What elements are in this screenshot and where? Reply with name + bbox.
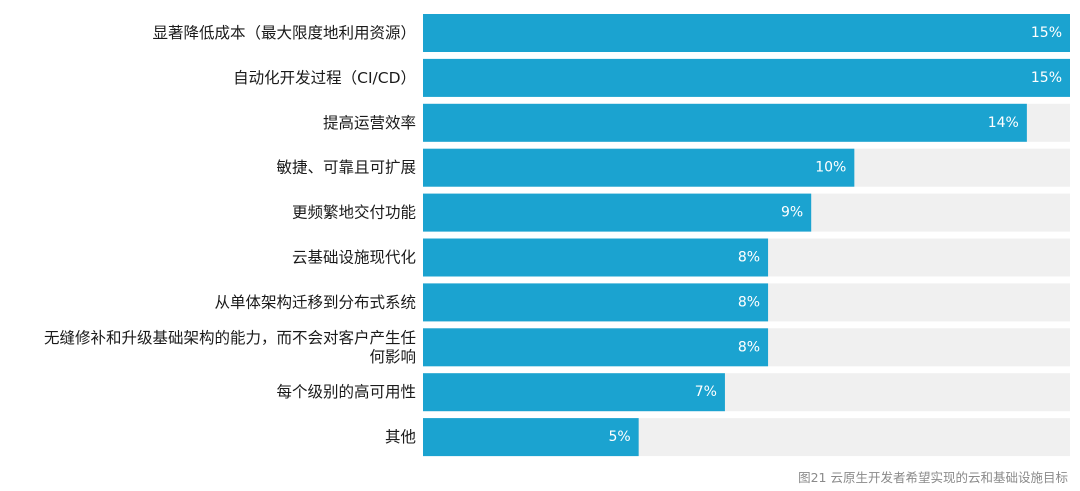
bar-value-label-7: 8% (738, 339, 760, 355)
bar-1 (423, 58, 1070, 97)
bar-0 (423, 14, 1070, 52)
category-label-1: 自动化开发过程（CI/CD） (233, 69, 416, 87)
category-label-7-line-1: 何影响 (369, 348, 416, 366)
bar-value-label-6: 8% (738, 294, 760, 310)
category-label-0: 显著降低成本（最大限度地利用资源） (152, 24, 416, 42)
bar-value-label-1: 15% (1031, 70, 1062, 86)
bar-3 (423, 148, 855, 187)
category-label-4: 更频繁地交付功能 (292, 203, 416, 222)
category-label-2: 提高运营效率 (323, 114, 416, 132)
bar-value-label-4: 9% (781, 205, 803, 221)
bar-value-label-3: 10% (815, 160, 846, 176)
figure-caption: 图21 云原生开发者希望实现的云和基础设施目标 (798, 470, 1068, 485)
bar-value-label-2: 14% (988, 115, 1019, 131)
category-label-8: 每个级别的高可用性 (276, 383, 416, 401)
category-label-7-line-0: 无缝修补和升级基础架构的能力，而不会对客户产生任 (44, 329, 416, 347)
bar-6 (423, 283, 769, 322)
bar-value-label-5: 8% (738, 250, 760, 266)
bar-8 (423, 373, 725, 412)
category-label-6: 从单体架构迁移到分布式系统 (214, 293, 416, 311)
category-label-5: 云基础设施现代化 (292, 249, 416, 267)
bar-7 (423, 328, 769, 367)
bar-9 (423, 418, 639, 457)
bar-5 (423, 238, 769, 277)
bar-value-label-9: 5% (608, 429, 630, 445)
category-label-3: 敏捷、可靠且可扩展 (276, 159, 416, 177)
category-label-9: 其他 (385, 428, 416, 446)
bar-2 (423, 103, 1027, 142)
bar-4 (423, 193, 812, 232)
bar-value-label-8: 7% (695, 384, 717, 400)
bar-value-label-0: 15% (1031, 25, 1062, 41)
